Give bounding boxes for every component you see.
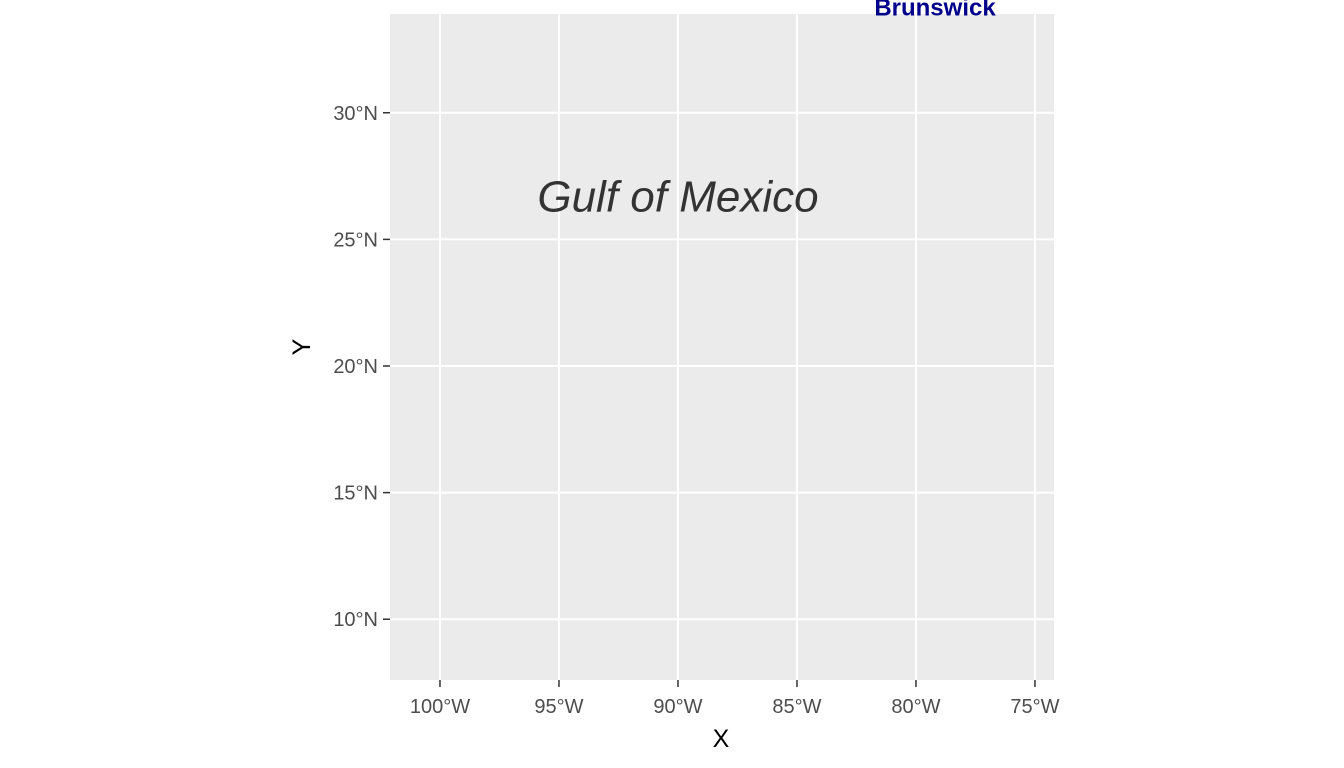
- y-tick-label: 15°N: [333, 483, 378, 505]
- x-tick-label: 75°W: [1010, 696, 1059, 718]
- y-tick-label: 25°N: [333, 229, 378, 251]
- map-axes: 100°W 95°W 90°W 85°W 80°W 75°W 10°N 15°N 20°N 25°…: [333, 103, 1059, 718]
- y-tick-label: 30°N: [333, 103, 378, 125]
- x-tick-label: 100°W: [410, 696, 470, 718]
- y-tick-label: 20°N: [333, 356, 378, 378]
- y-axis-title: Y: [288, 338, 316, 355]
- x-tick-label: 80°W: [891, 696, 940, 718]
- map-panel-background: [390, 14, 1054, 680]
- y-tick-label: 10°N: [333, 609, 378, 631]
- sea-label: Gulf of Mexico: [537, 173, 818, 222]
- graticule: [390, 14, 1054, 680]
- x-tick-label: 95°W: [534, 696, 583, 718]
- x-tick-label: 85°W: [772, 696, 821, 718]
- x-tick-label: 90°W: [653, 696, 702, 718]
- map-labels: Gulf of Mexico Brunswick: [537, 0, 996, 222]
- x-axis-title: X: [713, 725, 730, 753]
- place-label: Brunswick: [874, 0, 996, 21]
